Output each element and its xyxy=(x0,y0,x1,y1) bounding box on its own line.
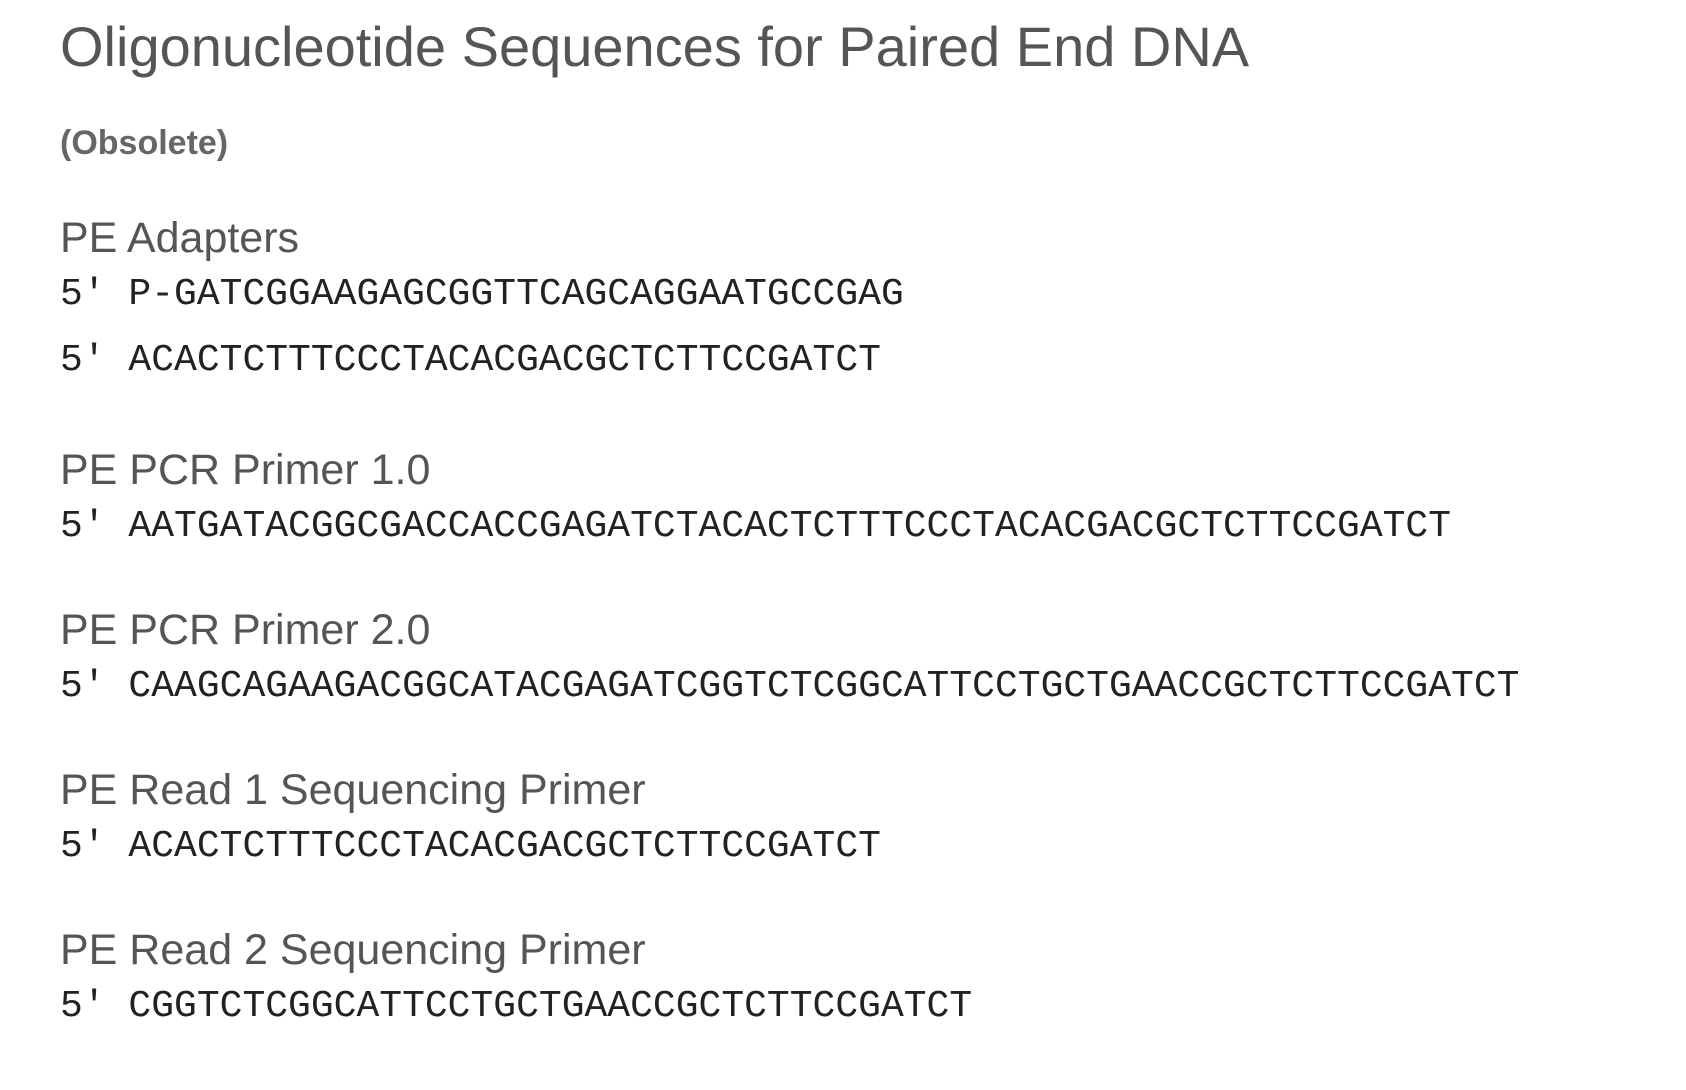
sequence-prefix: 5' xyxy=(60,273,129,316)
section-pe-read-2-primer: PE Read 2 Sequencing Primer 5' CGGTCTCGG… xyxy=(60,922,972,1030)
sequence-text: ACACTCTTTCCCTACACGACGCTCTTCCGATCT xyxy=(128,825,881,868)
sequence-prefix: 5' xyxy=(60,505,129,548)
sequence-prefix: 5' xyxy=(60,985,129,1028)
sequence-text: CGGTCTCGGCATTCCTGCTGAACCGCTCTTCCGATCT xyxy=(128,985,973,1028)
section-heading: PE PCR Primer 2.0 xyxy=(60,606,431,654)
sequence-text: CAAGCAGAAGACGGCATACGAGATCGGTCTCGGCATTCCT… xyxy=(128,665,1520,708)
section-pe-pcr-primer-2: PE PCR Primer 2.0 5' CAAGCAGAAGACGGCATAC… xyxy=(60,602,1519,710)
sequence-text: AATGATACGGCGACCACCGAGATCTACACTCTTTCCCTAC… xyxy=(128,505,1452,548)
sequence-line: 5' ACACTCTTTCCCTACACGACGCTCTTCCGATCT xyxy=(60,338,904,384)
page-title: Oligonucleotide Sequences for Paired End… xyxy=(60,15,1250,78)
section-pe-adapters: PE Adapters 5' P-GATCGGAAGAGCGGTTCAGCAGG… xyxy=(60,210,904,384)
sequence-line: 5' CAAGCAGAAGACGGCATACGAGATCGGTCTCGGCATT… xyxy=(60,664,1519,710)
section-pe-pcr-primer-1: PE PCR Primer 1.0 5' AATGATACGGCGACCACCG… xyxy=(60,442,1451,550)
section-heading: PE Adapters xyxy=(60,214,300,262)
sequence-prefix: 5' xyxy=(60,665,129,708)
sequence-line: 5' AATGATACGGCGACCACCGAGATCTACACTCTTTCCC… xyxy=(60,504,1451,550)
sequence-line: 5' ACACTCTTTCCCTACACGACGCTCTTCCGATCT xyxy=(60,824,881,870)
section-pe-read-1-primer: PE Read 1 Sequencing Primer 5' ACACTCTTT… xyxy=(60,762,881,870)
sequence-prefix: 5' xyxy=(60,339,129,382)
sequence-line: 5' P-GATCGGAAGAGCGGTTCAGCAGGAATGCCGAG xyxy=(60,272,904,318)
sequence-line: 5' CGGTCTCGGCATTCCTGCTGAACCGCTCTTCCGATCT xyxy=(60,984,972,1030)
obsolete-note: (Obsolete) xyxy=(60,124,229,162)
section-heading: PE Read 1 Sequencing Primer xyxy=(60,766,646,814)
sequence-text: P-GATCGGAAGAGCGGTTCAGCAGGAATGCCGAG xyxy=(128,273,904,316)
sequence-prefix: 5' xyxy=(60,825,129,868)
section-heading: PE Read 2 Sequencing Primer xyxy=(60,926,646,974)
section-heading: PE PCR Primer 1.0 xyxy=(60,446,431,494)
sequence-text: ACACTCTTTCCCTACACGACGCTCTTCCGATCT xyxy=(128,339,881,382)
